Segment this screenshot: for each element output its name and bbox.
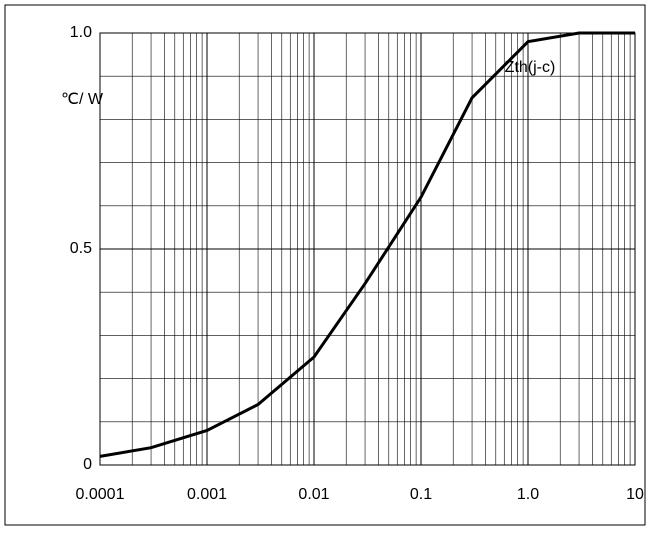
x-tick-label: 0.1 (410, 486, 432, 503)
x-tick-label: 0.0001 (76, 486, 125, 503)
y-tick-label: 1.0 (70, 24, 92, 41)
plot-border (99, 32, 636, 466)
x-tick-label: 10 (626, 486, 644, 503)
frame (4, 4, 646, 526)
line (99, 31, 635, 458)
annotation: Zth(j-c) (505, 59, 556, 76)
y-tick-label: 0.5 (70, 240, 92, 257)
x-tick-label: 0.001 (187, 486, 227, 503)
y-axis-label: ℃/ W (61, 91, 104, 108)
x-tick-label: 1.0 (517, 486, 539, 503)
y-tick-label: 0 (83, 456, 92, 473)
x-tick-label: 0.01 (298, 486, 329, 503)
